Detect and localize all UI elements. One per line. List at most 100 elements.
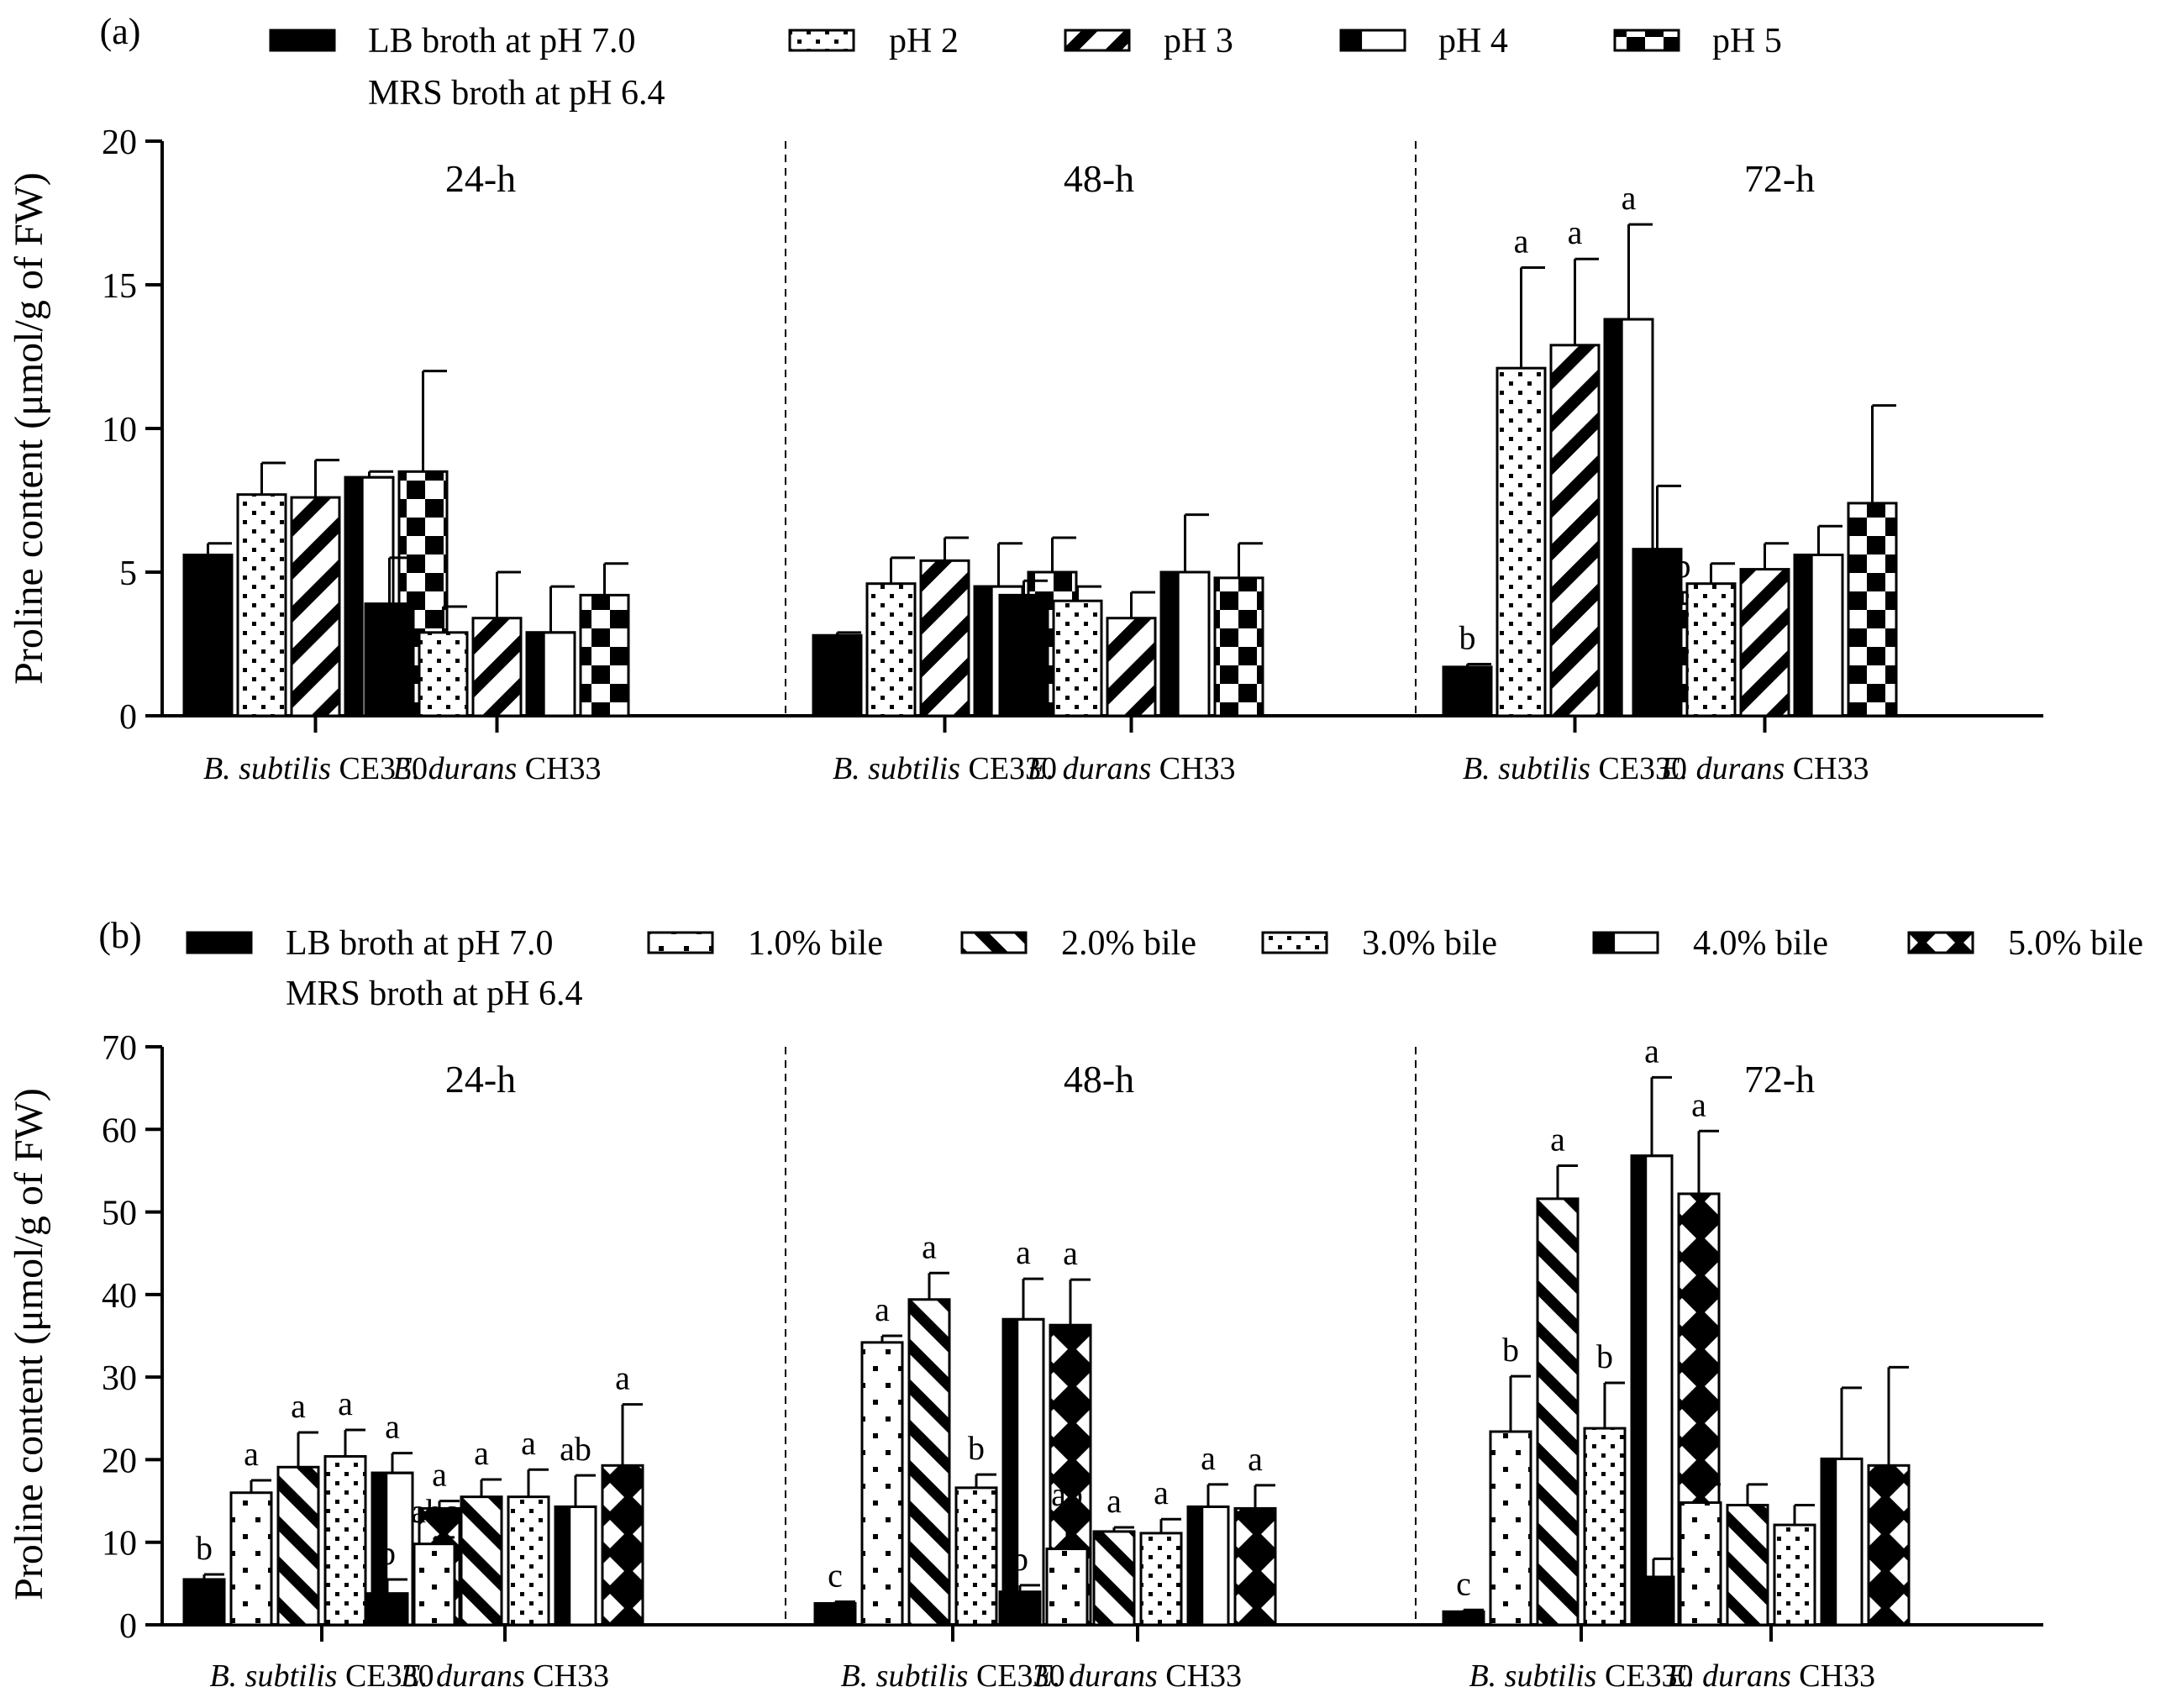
significance-letter: a — [338, 1385, 353, 1422]
significance-letter: b — [1012, 1540, 1028, 1578]
significance-letter: c — [1456, 1564, 1471, 1602]
significance-letter: a — [1201, 1439, 1216, 1477]
panel-b: (b) Proline content (μmol/g of FW) 0 10 20 30… — [7, 915, 2143, 1694]
y-tick-label: 20 — [102, 1442, 137, 1480]
bar — [1549, 344, 1601, 717]
bar — [1536, 1197, 1580, 1627]
bar — [1496, 366, 1547, 717]
panel-label: (b) — [98, 915, 141, 956]
bar — [1685, 582, 1737, 717]
bar-band — [1188, 1506, 1204, 1625]
legend-label: MRS broth at pH 6.4 — [368, 74, 665, 113]
bar — [1632, 1575, 1675, 1627]
bar — [579, 593, 630, 717]
bar — [182, 553, 234, 717]
bar-band — [1821, 1458, 1837, 1625]
bar — [229, 1491, 273, 1627]
significance-letter: a — [244, 1435, 259, 1473]
bar — [1583, 1427, 1627, 1627]
bar — [1052, 599, 1103, 717]
y-axis-label: Proline content (μmol/g of FW) — [7, 1088, 51, 1600]
significance-letter: a — [432, 1456, 447, 1494]
category-label: E. durans CH33 — [1666, 1658, 1875, 1694]
legend-swatch — [186, 931, 253, 954]
bar-band — [1161, 572, 1180, 716]
bar — [998, 1590, 1042, 1627]
significance-letter: b — [1459, 618, 1476, 656]
significance-letter: a — [615, 1359, 630, 1397]
legend-label: 2.0% bile — [1061, 924, 1196, 963]
bar — [1867, 1464, 1911, 1627]
significance-letter: a — [1644, 1032, 1659, 1069]
bar — [236, 493, 287, 717]
category-label: B. subtilis CE330 — [1469, 1658, 1693, 1694]
category-label: B. subtilis CE330 — [840, 1658, 1064, 1694]
significance-letter: a — [1063, 1234, 1078, 1272]
significance-letter: a — [474, 1434, 489, 1472]
y-tick-label: 0 — [119, 698, 137, 737]
legend: LB broth at pH 7.0 MRS broth at pH 6.4 1.0… — [186, 924, 2143, 1013]
significance-letter: a — [521, 1424, 536, 1462]
significance-letter: ab — [560, 1430, 591, 1468]
bar — [1213, 576, 1264, 717]
bar — [1679, 1501, 1722, 1627]
bar — [1847, 502, 1898, 717]
legend-label: pH 4 — [1438, 22, 1508, 60]
significance-letter: c — [828, 1556, 843, 1594]
bar — [954, 1486, 998, 1627]
bar — [907, 1298, 951, 1627]
bar-band — [1605, 319, 1623, 716]
time-label: 24-h — [445, 1058, 516, 1101]
bar — [812, 633, 863, 717]
legend-label: 1.0% bile — [748, 924, 883, 963]
bar — [276, 1465, 320, 1627]
y-tick-label: 0 — [119, 1607, 137, 1646]
bar — [813, 1601, 857, 1627]
bar — [364, 602, 415, 717]
bar — [1726, 1503, 1769, 1627]
significance-letter: a — [291, 1387, 306, 1425]
legend-label: MRS broth at pH 6.4 — [286, 975, 583, 1013]
y-tick-label: 5 — [119, 554, 137, 593]
category-label: B. subtilis CE330 — [209, 1658, 434, 1694]
bar-band — [1632, 1155, 1648, 1625]
legend-label: 5.0% bile — [2008, 924, 2143, 963]
bar — [182, 1578, 226, 1627]
significance-letter: a — [1248, 1440, 1263, 1478]
bar-band — [555, 1506, 571, 1625]
y-tick-label: 10 — [102, 1525, 137, 1563]
bar — [460, 1495, 503, 1627]
legend-swatch — [269, 29, 336, 52]
y-tick-label: 40 — [102, 1277, 137, 1316]
bar — [413, 1542, 456, 1627]
legend-swatch — [1064, 29, 1131, 52]
significance-letter: a — [1514, 222, 1529, 260]
legend-swatch-band — [1341, 30, 1363, 50]
bar-band — [372, 1473, 388, 1625]
legend-label: LB broth at pH 7.0 — [368, 22, 635, 60]
significance-letter: b — [196, 1529, 213, 1567]
bar — [601, 1464, 644, 1627]
significance-letter: a — [385, 1408, 400, 1446]
category-label: B. subtilis CE330 — [1463, 751, 1687, 786]
significance-letter: a — [1550, 1121, 1565, 1159]
time-label: 24-h — [445, 157, 516, 200]
significance-letter: b — [1596, 1337, 1613, 1375]
legend: LB broth at pH 7.0 MRS broth at pH 6.4 pH … — [269, 22, 1782, 113]
panel-a: (a) Proline content (μmol/g of FW) 0 5 10 15 2… — [7, 11, 2043, 786]
legend-label: pH 2 — [889, 22, 959, 60]
legend-swatch — [647, 931, 714, 954]
category-label: E. durans CH33 — [392, 751, 601, 786]
legend-swatch — [960, 931, 1028, 954]
legend-swatch-band — [1594, 933, 1616, 953]
time-label: 72-h — [1744, 1058, 1815, 1101]
y-tick-label: 30 — [102, 1359, 137, 1398]
significance-letter: a — [1691, 1085, 1706, 1123]
significance-letter: abc — [411, 1492, 458, 1530]
bar — [919, 559, 970, 717]
bar-band — [1795, 554, 1813, 716]
bar-band — [1003, 1319, 1019, 1625]
significance-letter: a — [1622, 179, 1637, 217]
category-label: E. durans CH33 — [1659, 751, 1869, 786]
